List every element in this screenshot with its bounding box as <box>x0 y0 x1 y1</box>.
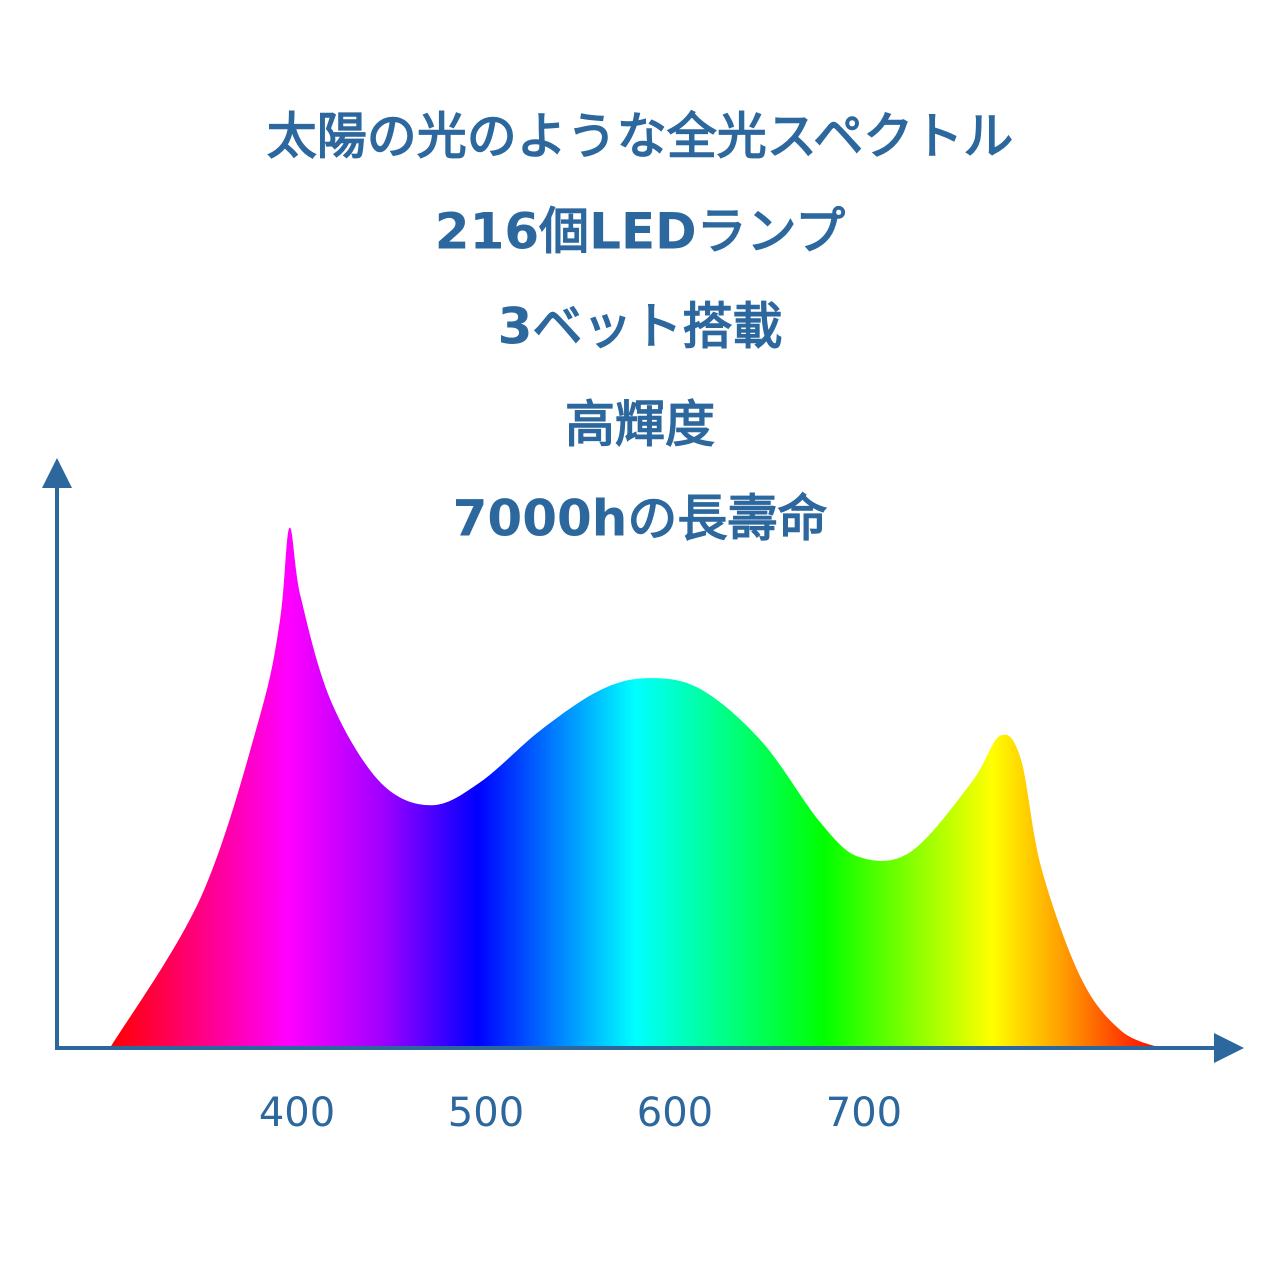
x-tick-label: 400 <box>259 1090 335 1136</box>
x-axis-arrow <box>1214 1033 1244 1063</box>
headline: 3ベット搭載 <box>498 298 783 356</box>
x-tick-label: 500 <box>448 1090 524 1136</box>
y-axis-arrow <box>42 458 72 488</box>
x-tick-label: 700 <box>826 1090 902 1136</box>
headline: 216個LEDランプ <box>435 203 845 261</box>
headline: 7000hの長壽命 <box>453 490 828 548</box>
x-tick-label: 600 <box>637 1090 713 1136</box>
headline: 高輝度 <box>565 396 715 454</box>
spectrum-area <box>109 527 1161 1048</box>
plot <box>109 527 1161 1048</box>
headline: 太陽の光のような全光スペクトル <box>267 108 1014 166</box>
